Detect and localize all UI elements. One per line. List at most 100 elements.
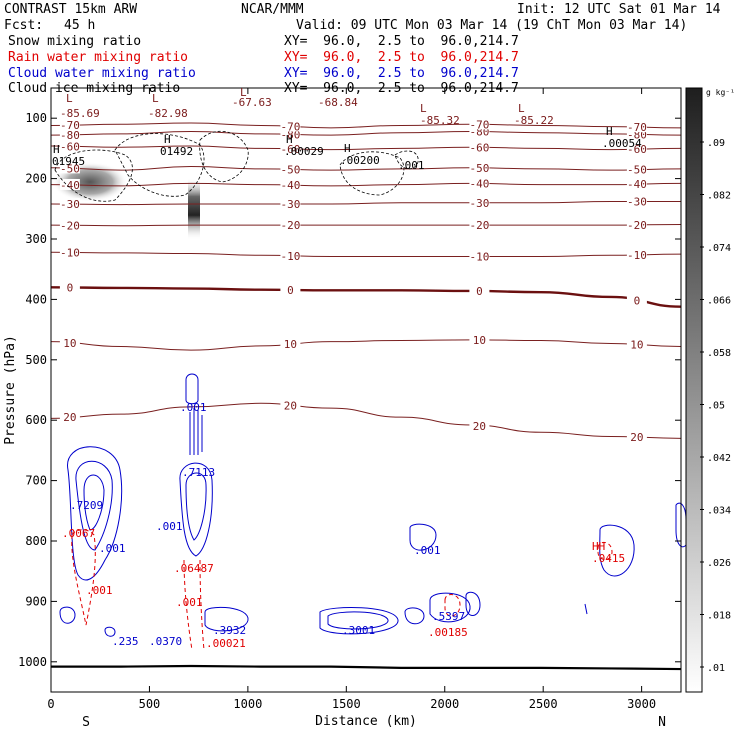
field-cloud-name: Cloud water mixing ratio — [8, 66, 196, 81]
temperature-contour — [50, 145, 682, 151]
temperature-contour-label: -30 — [280, 198, 300, 211]
temperature-contour-label: -60 — [469, 141, 489, 154]
cloud-contour — [189, 408, 203, 455]
rain-label: .0067 — [62, 527, 95, 540]
ice-label: .001 — [398, 159, 425, 172]
contour-label-bg — [469, 219, 490, 231]
temperature-contour-label: -80 — [60, 129, 80, 142]
ice-high-mark: H — [344, 142, 351, 155]
x-tick-label: 3000 — [627, 697, 656, 711]
contour-label-bg — [626, 338, 647, 350]
x-axis: 0 500 1000 1500 2000 2500 3000 — [47, 88, 656, 711]
temperature-contour — [50, 402, 682, 439]
snow-low-mark: L — [420, 102, 427, 115]
snow-label: -85.69 — [60, 107, 100, 120]
temperature-contours: -80 -80 -80 -80-70 -70 -70 -70-60 -60 -60 -60-50-… — [50, 118, 682, 444]
temperature-contour-label: 10 — [284, 338, 297, 351]
y-tick-label: 200 — [25, 172, 47, 186]
temperature-contour-label: -50 — [60, 162, 80, 175]
contour-label-bg — [280, 399, 301, 411]
ice-high-mark: H — [164, 133, 171, 146]
temperature-contour-label: -30 — [469, 197, 489, 210]
x-tick-label: 2000 — [430, 697, 459, 711]
contour-label-bg — [626, 195, 647, 207]
contour-label-bg — [280, 219, 301, 231]
cloud-label: .001 — [156, 520, 183, 533]
temperature-contour-label: 10 — [63, 337, 76, 350]
temperature-contour — [50, 122, 682, 129]
snow-shade-2 — [188, 178, 200, 240]
temperature-contour-label: -50 — [469, 162, 489, 175]
temperature-contour-label: -20 — [280, 219, 300, 232]
cloud-contour — [185, 472, 207, 541]
field-snow-name: Snow mixing ratio — [8, 34, 142, 49]
ice-high-mark: H — [53, 143, 60, 156]
temperature-contour — [50, 251, 682, 258]
temperature-contour — [50, 286, 682, 308]
cloud-contour — [104, 626, 116, 637]
temperature-contour-label: 10 — [473, 334, 486, 347]
cloud-contour — [409, 523, 437, 551]
ice-label: 01492 — [160, 145, 193, 158]
temperature-contour-label: -70 — [60, 119, 80, 132]
contour-label-bg — [469, 196, 490, 208]
x-tick-label: 2500 — [529, 697, 558, 711]
y-axis-label: Pressure (hPa) — [3, 335, 18, 445]
contour-label-bg — [59, 246, 80, 258]
rain-label: .00185 — [428, 626, 468, 639]
contour-label-bg — [59, 128, 80, 140]
cloud-contour — [83, 474, 105, 531]
rain-high-mark: HH — [592, 540, 605, 553]
field-cloud-xy: XY= 96.0, 2.5 to 96.0,214.7 — [284, 66, 519, 81]
valid-time: Valid: 09 UTC Mon 03 Mar 14 (19 ChT Mon … — [296, 18, 688, 33]
y-tick-label: 500 — [25, 353, 47, 367]
contour-label-bg — [469, 177, 490, 189]
contour-label-bg — [59, 162, 80, 174]
snow-label: -85.22 — [514, 114, 554, 127]
contour-label-bg — [626, 121, 647, 133]
contour-label-bg — [626, 294, 647, 306]
ice-label: .00200 — [340, 154, 380, 167]
colorbar-tick-label: .05 — [707, 401, 725, 412]
colorbar-tick-label: .066 — [707, 296, 731, 307]
y-tick-label: 700 — [25, 474, 47, 488]
snow-low-mark: L — [66, 92, 73, 105]
temperature-contour — [50, 224, 682, 227]
colorbar — [685, 87, 703, 693]
cloud-contour — [179, 462, 213, 557]
ice-contour — [114, 133, 205, 197]
field-rain-xy: XY= 96.0, 2.5 to 96.0,214.7 — [284, 50, 519, 65]
temperature-contour-label: -10 — [280, 250, 300, 263]
colorbar-tick-label: .042 — [707, 453, 731, 464]
temperature-contour — [50, 201, 681, 206]
contour-label-bg — [626, 128, 647, 140]
temperature-contour-label: -40 — [60, 179, 80, 192]
temperature-contour-label: -60 — [280, 143, 300, 156]
cloud-contour — [327, 611, 389, 630]
cloud-label: .3932 — [213, 624, 246, 637]
cloud-contour — [599, 524, 635, 577]
temperature-contour-label: -20 — [627, 219, 647, 232]
temperature-contour-label: -80 — [280, 128, 300, 141]
temperature-contour — [50, 130, 682, 136]
y-tick-label: 1000 — [18, 655, 47, 669]
x-tick-label: 1000 — [233, 697, 262, 711]
rain-contour — [444, 594, 461, 617]
snow-label: -67.63 — [232, 96, 272, 109]
colorbar-tick-label: .01 — [707, 663, 725, 674]
contour-label-bg — [280, 163, 301, 175]
fcst-label: Fcst: — [4, 18, 44, 33]
colorbar-tick-label: .074 — [707, 243, 731, 254]
rain-label: .00021 — [206, 637, 246, 650]
temperature-contour-label: -60 — [627, 143, 647, 156]
ice-contours — [54, 131, 419, 202]
contour-label-bg — [59, 336, 80, 348]
temperature-contour-label: -40 — [627, 178, 647, 191]
y-tick-label: 900 — [25, 594, 47, 608]
cloud-contour — [584, 603, 588, 615]
rain-label: .001 — [86, 584, 113, 597]
x-end-label-north: N — [658, 715, 666, 730]
y-tick-label: 300 — [25, 232, 47, 246]
